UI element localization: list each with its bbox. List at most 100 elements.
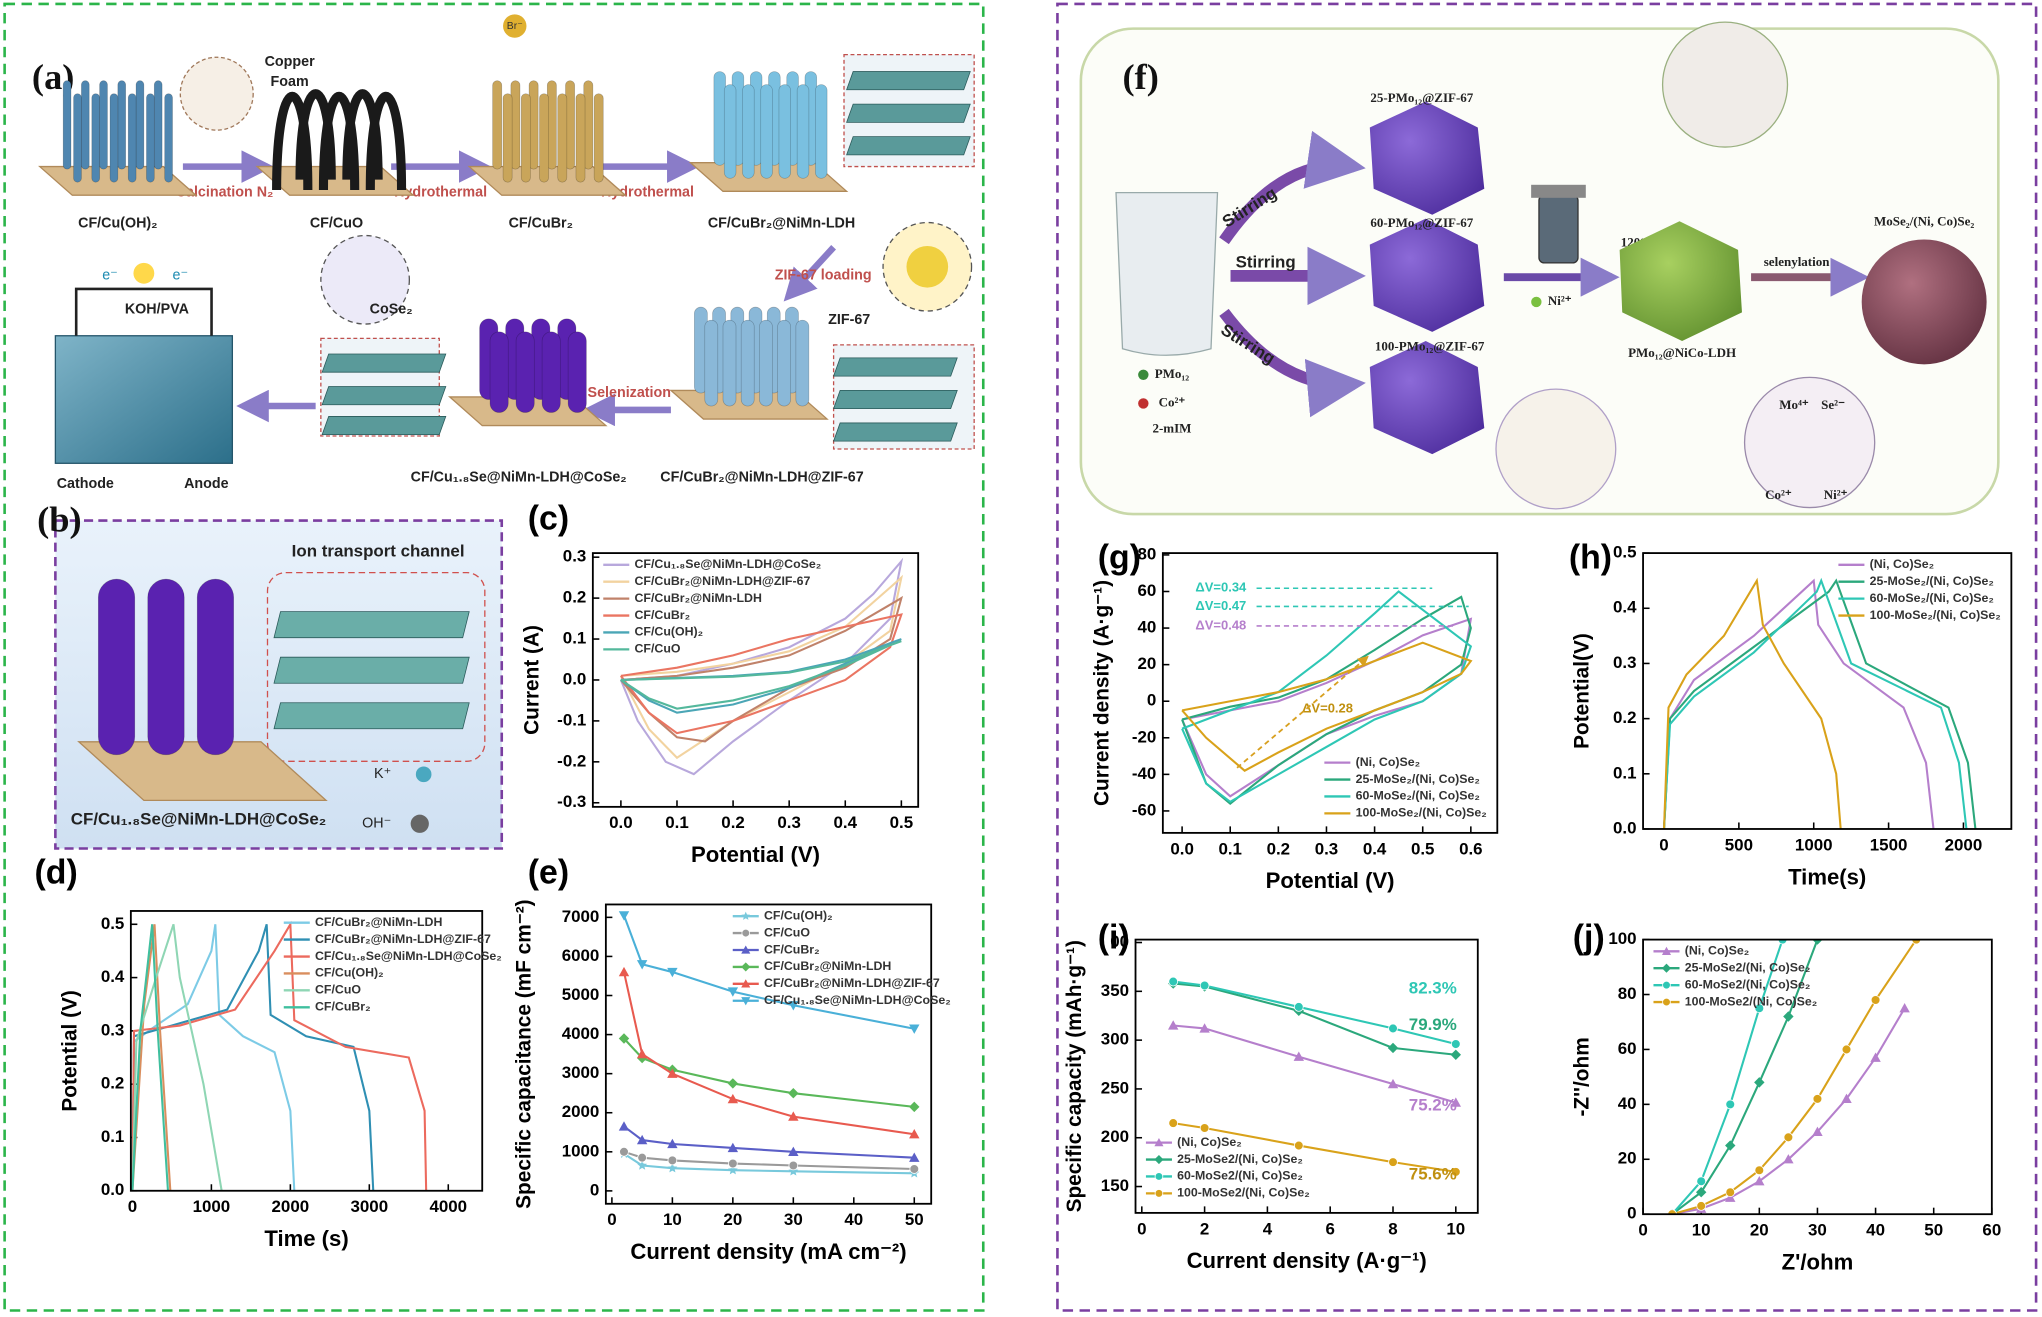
y-tick-label: 00 xyxy=(1110,932,1129,951)
label: MoSe₂/(Ni, Co)Se₂ xyxy=(1874,214,1974,229)
annotation: ΔV=0.47 xyxy=(1195,598,1246,613)
marker xyxy=(1870,1052,1881,1062)
label: e⁻ xyxy=(172,268,188,284)
x-tick-label: 20 xyxy=(723,1210,742,1229)
rod xyxy=(109,93,119,183)
legend-label: CF/CuBr₂@NiMn-LDH@ZIF-67 xyxy=(764,976,940,990)
plot-frame xyxy=(1642,552,2013,830)
label: Foam xyxy=(271,74,309,90)
legend-label: (Ni, Co)Se₂ xyxy=(1870,557,1935,571)
legend-label: 60-MoSe₂/(Ni, Co)Se₂ xyxy=(1870,591,1994,605)
rod xyxy=(778,84,791,179)
plot-frame xyxy=(1161,552,1499,834)
legend-label: CF/Cu₁.₈Se@NiMn-LDH@CoSe₂ xyxy=(764,993,951,1007)
y-tick-label: 250 xyxy=(1101,1078,1129,1097)
marker xyxy=(1777,939,1788,945)
y-tick-label: 40 xyxy=(1618,1094,1637,1113)
series-line xyxy=(1181,641,1473,772)
rod xyxy=(73,93,82,183)
x-tick-label: 0.4 xyxy=(1363,839,1387,858)
series-line xyxy=(623,1037,915,1108)
legend-label: CF/CuBr₂@NiMn-LDH xyxy=(764,959,891,973)
y-tick-label: 0.3 xyxy=(1613,653,1637,672)
y-tick-label: 350 xyxy=(1101,981,1129,1000)
legend-dot xyxy=(1138,369,1149,381)
series-line xyxy=(1671,939,1819,1215)
series-line xyxy=(620,640,902,710)
y-tick-label: 0.2 xyxy=(101,1074,125,1093)
plot-area xyxy=(618,911,920,1178)
label: KOH/PVA xyxy=(125,302,189,318)
sample-label: CF/CuO xyxy=(310,216,363,232)
marker xyxy=(636,1134,648,1145)
rod xyxy=(539,93,549,183)
panel-f: (f) PMo₁₂ Co²⁺ 2-mIM Stirring Stirring S… xyxy=(1079,21,2000,516)
y-axis-label: Specific capacitance (mF cm⁻²) xyxy=(513,899,536,1208)
y-tick-label: 60 xyxy=(1618,1039,1637,1058)
y-tick-label: 0 xyxy=(590,1180,599,1199)
x-tick-label: 1500 xyxy=(1870,835,1908,854)
legend-label: CF/CuBr₂@NiMn-LDH@ZIF-67 xyxy=(315,932,491,946)
foam-arch xyxy=(272,92,313,191)
label: OH⁻ xyxy=(362,816,391,832)
legend-label: (Ni, Co)Se₂ xyxy=(1356,755,1421,769)
x-tick-label: 30 xyxy=(784,1210,803,1229)
y-tick-label: 0.3 xyxy=(563,547,587,566)
marker xyxy=(1168,976,1179,987)
x-tick-label: 60 xyxy=(1982,1221,2001,1240)
x-tick-label: 50 xyxy=(1924,1221,1943,1240)
annotation: ΔV=0.28 xyxy=(1302,701,1353,716)
rod xyxy=(713,71,726,166)
bulb xyxy=(133,262,155,284)
title: Ion transport channel xyxy=(292,541,465,560)
ni-dot xyxy=(1531,296,1542,308)
series-line xyxy=(623,1125,915,1159)
x-tick-label: 10 xyxy=(1446,1219,1465,1238)
marker xyxy=(727,1078,739,1089)
label: selenylation xyxy=(1764,254,1830,269)
step-label: Hydrothermal xyxy=(394,184,487,200)
x-tick-label: 0 xyxy=(1638,1221,1647,1240)
x-tick-label: 30 xyxy=(1808,1221,1827,1240)
label: Co²⁺ xyxy=(1765,487,1792,502)
marker xyxy=(1696,1201,1707,1211)
x-tick-label: 0 xyxy=(1659,835,1668,854)
autoclave-lid xyxy=(1531,184,1586,198)
marker xyxy=(618,1121,630,1131)
legend-label: CF/Cu₁.₈Se@NiMn-LDH@CoSe₂ xyxy=(315,949,502,963)
y-tick-label: -0.3 xyxy=(557,792,586,811)
y-tick-label: 200 xyxy=(1101,1127,1129,1146)
rod xyxy=(704,319,719,407)
x-axis-label: Current density (mA cm⁻²) xyxy=(630,1239,906,1264)
y-tick-label: 20 xyxy=(1618,1149,1637,1168)
marker xyxy=(788,1087,799,1099)
y-tick-label: 60 xyxy=(1138,581,1157,600)
legend-marker xyxy=(741,962,751,972)
autoclave xyxy=(1538,194,1579,264)
marker xyxy=(1870,995,1881,1005)
x-tick-label: 20 xyxy=(1750,1221,1769,1240)
legend-label: CF/Cu₁.₈Se@NiMn-LDH@CoSe₂ xyxy=(634,557,821,571)
chart: (d) 0 1000 2000 3000 4000 0.0 0.1 0.2 0.3 0.4 0.5 Ti… xyxy=(35,853,502,1251)
label: 100-PMo₁₂@ZIF-67 xyxy=(1375,338,1485,353)
marker xyxy=(1725,1192,1736,1202)
marker xyxy=(667,1138,678,1149)
marker xyxy=(909,1101,920,1113)
x-tick-label: 0 xyxy=(607,1210,616,1229)
marker xyxy=(788,1166,799,1176)
y-tick-label: 0 xyxy=(1627,1204,1636,1223)
legend-label: CF/Cu(OH)₂ xyxy=(764,908,833,922)
marker xyxy=(1388,1157,1398,1167)
label: 2-mIM xyxy=(1152,420,1191,435)
rod xyxy=(815,84,828,179)
x-tick-label: 4000 xyxy=(429,1197,467,1216)
label: PMo₁₂@NiCo-LDH xyxy=(1628,345,1736,360)
chart: (j) 0 10 20 30 40 50 60 0 20 40 60 80 100 Z'/ohm -Z''/o… xyxy=(1571,919,2002,1275)
rod xyxy=(196,578,234,756)
annotation: 79.9% xyxy=(1409,1015,1457,1034)
legend-marker xyxy=(741,979,751,988)
beaker xyxy=(1115,191,1219,356)
legend-label: CF/CuBr₂@NiMn-LDH xyxy=(315,915,442,929)
ldh-layer xyxy=(846,136,971,156)
y-tick-label: 0.1 xyxy=(101,1127,125,1146)
